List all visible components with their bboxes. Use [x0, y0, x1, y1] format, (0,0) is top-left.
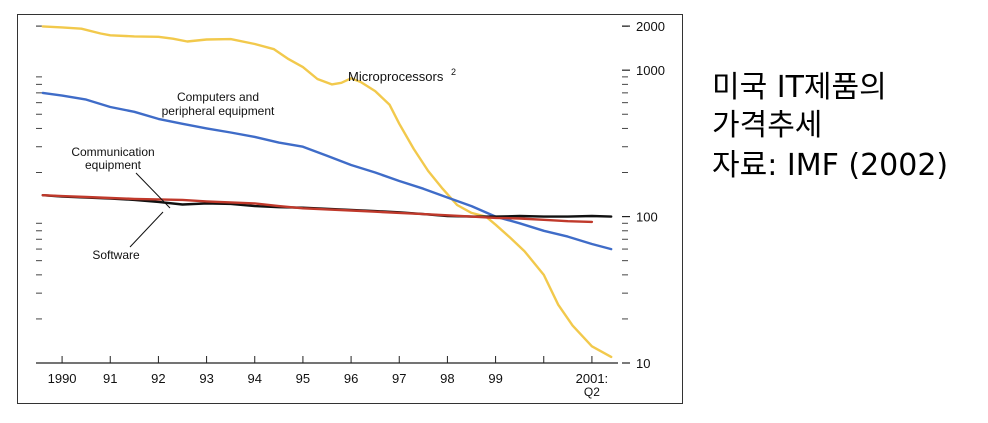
x-tick-label: 95: [296, 371, 310, 386]
y-tick-label: 1000: [636, 63, 665, 78]
annotation-software: Software: [92, 248, 140, 262]
caption-title-line1: 미국 IT제품의: [712, 70, 887, 105]
y-tick-label: 2000: [636, 19, 665, 34]
x-tick-label: 96: [344, 371, 358, 386]
x-tick-label: 97: [392, 371, 406, 386]
leader-software: [129, 211, 164, 248]
x-tick-label: 1990: [48, 371, 77, 386]
series-line-software: [41, 193, 594, 224]
x-tick-label: 99: [488, 371, 502, 386]
y-tick-label: 10: [636, 356, 650, 371]
x-tick-label: 2001:: [576, 371, 609, 386]
chart-frame: 1990 91 92 93 94 95 96 97 98 99 2001: Q2 10 100 1000 20…: [17, 14, 683, 404]
annotation-communication-line2: equipment: [85, 158, 142, 172]
x-tick-label: 98: [440, 371, 454, 386]
x-tick-label: 94: [248, 371, 262, 386]
y-tick-label: 100: [636, 210, 658, 225]
series-line-computers-and-peripheral-equipment: [41, 91, 613, 251]
x-sublabel: Q2: [584, 385, 600, 399]
x-tick-label: 92: [151, 371, 165, 386]
annotation-microprocessors: Microprocessors: [348, 69, 444, 84]
caption-source: 자료: IMF (2002): [712, 148, 949, 183]
x-tick-label: 91: [103, 371, 117, 386]
annotation-communication-line1: Communication: [71, 145, 154, 159]
x-tick-label: 93: [199, 371, 213, 386]
annotation-microprocessors-sup: 2: [451, 67, 456, 77]
caption-title-line2: 가격추세: [712, 108, 823, 143]
leader-communication: [135, 172, 171, 209]
annotation-computers-line2: peripheral equipment: [162, 104, 275, 118]
price-trend-chart: 1990 91 92 93 94 95 96 97 98 99 2001:Q2 10 100 1000 20…: [36, 19, 665, 399]
annotation-computers-line1: Computers and: [177, 90, 259, 104]
series-line-microprocessors: [41, 25, 613, 359]
